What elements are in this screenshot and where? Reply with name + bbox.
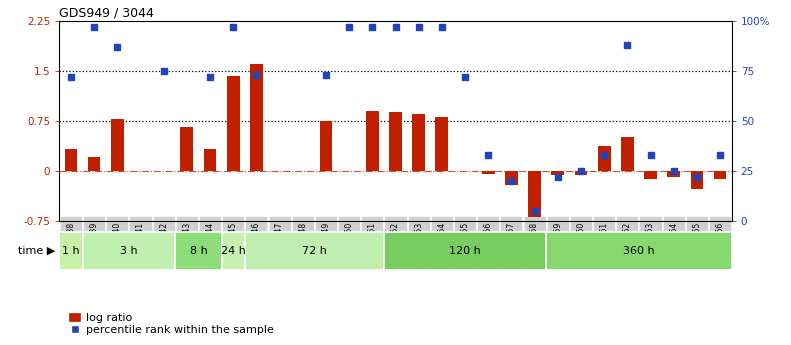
Bar [59,232,82,270]
Bar [551,171,564,176]
Legend: log ratio, percentile rank within the sample: log ratio, percentile rank within the sa… [65,308,278,339]
Bar [320,121,332,171]
Bar [528,171,541,217]
Bar [227,76,240,171]
Bar [621,137,634,171]
Bar [221,232,244,270]
Bar [203,149,217,171]
Point [482,152,494,158]
Point [551,174,564,179]
Point [574,168,587,174]
Bar [389,112,402,171]
Point [65,74,78,79]
Point [713,152,726,158]
Bar [644,171,657,179]
Point [412,24,425,29]
Bar [691,171,703,189]
Point [668,168,680,174]
Bar [598,146,611,171]
Point [459,74,471,79]
Point [528,208,541,214]
Bar [482,171,494,174]
Bar [250,64,263,171]
Point [250,72,263,78]
Bar [65,149,78,171]
Point [88,24,100,29]
Bar [180,127,193,171]
Text: time ▶: time ▶ [18,246,55,256]
Text: 72 h: 72 h [302,246,327,256]
Bar [366,111,379,171]
Bar [111,119,123,171]
Point [621,42,634,48]
Point [691,174,703,179]
Text: 360 h: 360 h [623,246,655,256]
Text: 120 h: 120 h [449,246,481,256]
Text: 8 h: 8 h [190,246,207,256]
Point [343,24,355,29]
Point [204,74,217,79]
Bar [412,114,425,171]
Bar [176,232,221,270]
Point [111,44,123,49]
Bar [88,157,100,171]
Point [366,24,379,29]
Bar [547,232,732,270]
Bar [384,232,547,270]
Text: 1 h: 1 h [62,246,80,256]
Point [644,152,657,158]
Point [157,68,170,73]
Text: 24 h: 24 h [221,246,246,256]
Bar [82,232,176,270]
Text: GDS949 / 3044: GDS949 / 3044 [59,7,154,20]
Point [505,178,518,184]
Bar [713,171,726,179]
Point [320,72,332,78]
Text: 3 h: 3 h [120,246,138,256]
Bar [244,232,384,270]
Bar [505,171,518,186]
Point [598,152,611,158]
Point [436,24,448,29]
Point [389,24,402,29]
Bar [574,171,588,175]
Bar [668,171,680,177]
Bar [436,117,448,171]
Point [227,24,240,29]
